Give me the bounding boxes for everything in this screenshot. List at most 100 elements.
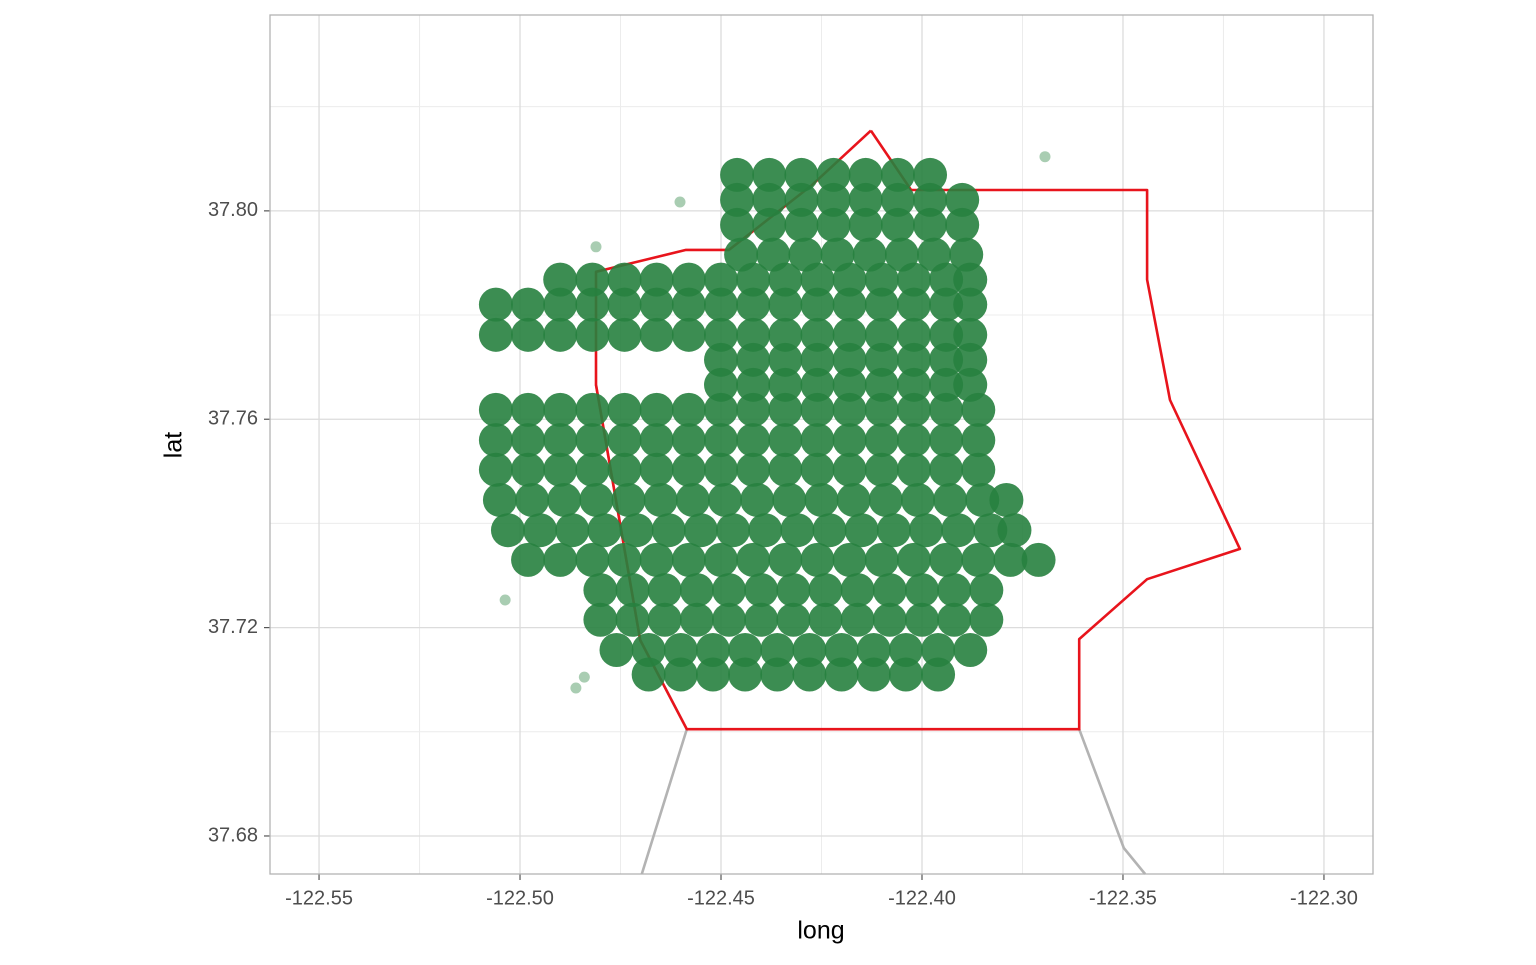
point (816, 182, 851, 217)
point (904, 573, 939, 608)
point (543, 452, 578, 487)
point (744, 573, 779, 608)
point (872, 602, 907, 637)
point (768, 392, 803, 427)
point (800, 542, 835, 577)
point (973, 513, 1008, 548)
point (784, 157, 819, 192)
point (864, 342, 899, 377)
point (832, 423, 867, 458)
x-axis-title: long (797, 917, 844, 945)
point (832, 367, 867, 402)
point (876, 513, 911, 548)
point (961, 423, 996, 458)
point (808, 602, 843, 637)
point (482, 482, 517, 517)
point (896, 392, 931, 427)
point (728, 633, 763, 668)
point (615, 602, 650, 637)
point (921, 633, 956, 668)
point (864, 367, 899, 402)
point (772, 482, 807, 517)
point (695, 657, 730, 692)
point (896, 262, 931, 297)
boundary-line (594, 129, 1242, 731)
point (969, 573, 1004, 608)
point (812, 513, 847, 548)
point (543, 262, 578, 297)
point (864, 452, 899, 487)
point (844, 513, 879, 548)
point (675, 482, 710, 517)
y-tick-label: 37.72 (208, 616, 258, 638)
point (575, 542, 610, 577)
point (639, 262, 674, 297)
point (587, 513, 622, 548)
point (1039, 151, 1051, 163)
point (993, 542, 1028, 577)
point (511, 287, 546, 322)
point (674, 196, 686, 208)
point (575, 452, 610, 487)
point (896, 342, 931, 377)
point (683, 513, 718, 548)
point (953, 633, 988, 668)
point (864, 423, 899, 458)
point (511, 542, 546, 577)
point (671, 452, 706, 487)
point (929, 342, 964, 377)
point (896, 452, 931, 487)
point (800, 262, 835, 297)
point (900, 482, 935, 517)
point (864, 317, 899, 352)
point (599, 633, 634, 668)
point (929, 317, 964, 352)
point (708, 482, 743, 517)
point (945, 207, 980, 242)
point (570, 682, 582, 694)
point (704, 367, 739, 402)
point (704, 317, 739, 352)
point (921, 657, 956, 692)
point (913, 207, 948, 242)
panel-border (269, 14, 1374, 875)
point (929, 287, 964, 322)
point (639, 287, 674, 322)
point (575, 317, 610, 352)
point (728, 657, 763, 692)
point (499, 594, 511, 606)
point (945, 182, 980, 217)
point (880, 182, 915, 217)
point (784, 207, 819, 242)
point (848, 207, 883, 242)
point (736, 392, 771, 427)
point (953, 317, 988, 352)
point (800, 367, 835, 402)
point (808, 573, 843, 608)
point (607, 542, 642, 577)
point (748, 513, 783, 548)
point (913, 182, 948, 217)
x-tick-label: -122.35 (1089, 887, 1157, 909)
point (768, 452, 803, 487)
point (607, 423, 642, 458)
point (575, 262, 610, 297)
point (816, 157, 851, 192)
point (631, 633, 666, 668)
point (864, 392, 899, 427)
point (848, 182, 883, 217)
point (579, 482, 614, 517)
point (896, 423, 931, 458)
point (832, 262, 867, 297)
point (776, 573, 811, 608)
point (555, 513, 590, 548)
point (647, 602, 682, 637)
point (752, 207, 787, 242)
point (896, 542, 931, 577)
point (880, 157, 915, 192)
point (639, 452, 674, 487)
point (800, 392, 835, 427)
point (832, 342, 867, 377)
point (704, 262, 739, 297)
